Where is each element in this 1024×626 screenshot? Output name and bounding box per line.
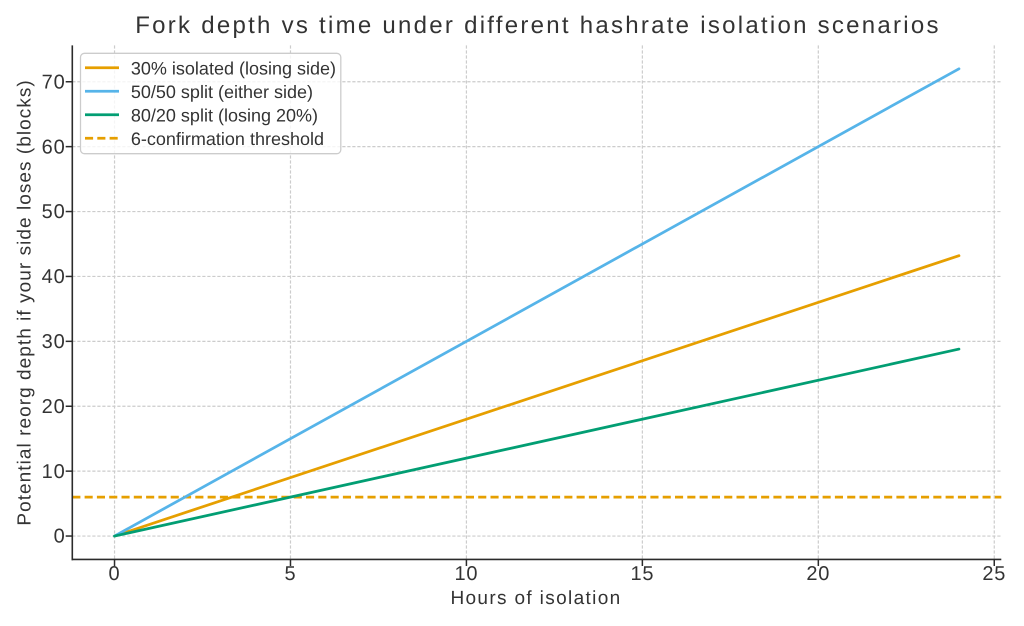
svg-text:60: 60 [42,136,66,158]
svg-text:10: 10 [42,461,66,483]
svg-text:Potential reorg depth if your: Potential reorg depth if your side loses… [15,79,36,525]
svg-text:5: 5 [285,563,297,585]
svg-text:20: 20 [42,396,66,418]
svg-text:50: 50 [42,201,66,223]
svg-text:20: 20 [806,563,830,585]
svg-text:6-confirmation threshold: 6-confirmation threshold [131,129,324,149]
svg-text:80/20 split (losing 20%): 80/20 split (losing 20%) [131,106,318,126]
svg-text:10: 10 [454,563,478,585]
svg-text:Hours of isolation: Hours of isolation [450,588,621,609]
svg-text:40: 40 [42,266,66,288]
svg-text:70: 70 [42,71,66,93]
svg-text:25: 25 [982,563,1006,585]
svg-text:30: 30 [42,331,66,353]
svg-text:30% isolated (losing side): 30% isolated (losing side) [131,59,336,79]
svg-text:Fork depth vs time under diffe: Fork depth vs time under different hashr… [135,12,941,39]
svg-text:15: 15 [630,563,654,585]
svg-text:0: 0 [54,526,66,548]
svg-text:50/50 split (either side): 50/50 split (either side) [131,82,313,102]
svg-text:0: 0 [109,563,121,585]
